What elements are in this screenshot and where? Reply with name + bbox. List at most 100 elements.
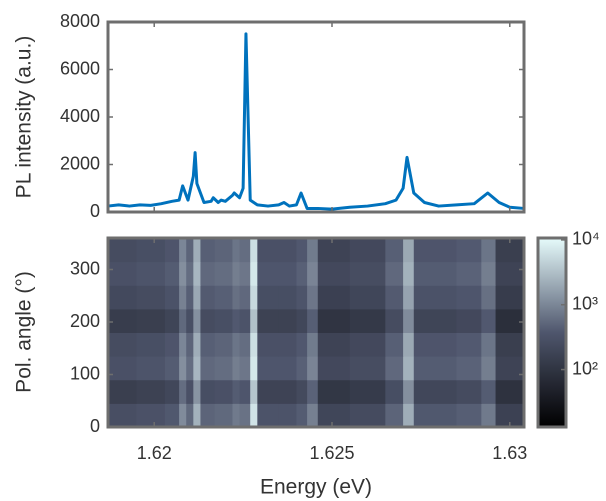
heatmap-cell	[179, 261, 187, 286]
heatmap-cell	[413, 238, 457, 263]
heatmap-cell	[278, 379, 297, 404]
heatmap-cell	[193, 261, 201, 286]
x-axis-label: Energy (eV)	[260, 476, 372, 499]
heatmap-cell	[200, 379, 216, 404]
heatmap-cell	[200, 261, 216, 286]
heatmap-cell	[214, 379, 233, 404]
heatmap-cell	[250, 261, 258, 286]
heatmap-cell	[200, 285, 216, 310]
heatmap-cell	[495, 356, 525, 381]
heatmap-cell	[317, 403, 351, 428]
heatmap-cell	[164, 261, 180, 286]
heatmap-cell	[413, 308, 457, 333]
heatmap-cell	[317, 285, 351, 310]
heatmap-cell	[164, 379, 180, 404]
heatmap-cell	[349, 332, 386, 357]
y-tick-label: 4000	[60, 106, 100, 126]
heatmap-cell	[403, 332, 415, 357]
heatmap-cell	[495, 308, 525, 333]
heatmap-cell	[108, 308, 137, 333]
y-tick-label: 200	[70, 311, 100, 331]
heatmap-cell	[278, 308, 297, 333]
heatmap-cell	[186, 285, 194, 310]
heatmap-cell	[193, 285, 201, 310]
heatmap-cell	[239, 356, 251, 381]
axes-frame	[106, 236, 526, 429]
heatmap-cell	[385, 285, 404, 310]
heatmap-cell	[179, 238, 187, 263]
heatmap-cell	[481, 379, 497, 404]
heatmap-cell	[193, 308, 201, 333]
heatmap-cell	[136, 379, 166, 404]
heatmap-cell	[403, 403, 415, 428]
y-axis-label: PL intensity (a.u.)	[13, 36, 36, 199]
heatmap-cell	[136, 332, 166, 357]
heatmap-cell	[278, 356, 297, 381]
heatmap-cell	[278, 261, 297, 286]
y-tick-label: 2000	[60, 153, 100, 173]
colorbar-tick-label: 10⁴	[572, 229, 600, 249]
heatmap-cell	[193, 238, 201, 263]
heatmap-cell	[179, 403, 187, 428]
heatmap-cell	[403, 379, 415, 404]
heatmap-cell	[214, 285, 233, 310]
heatmap-cell	[296, 238, 308, 263]
heatmap-cell	[456, 308, 482, 333]
heatmap-cell	[179, 356, 187, 381]
heatmap-cell	[164, 332, 180, 357]
heatmap-cell	[349, 403, 386, 428]
heatmap-cell	[108, 285, 137, 310]
heatmap-cell	[257, 238, 280, 263]
heatmap-cell	[481, 356, 497, 381]
heatmap-cell	[307, 356, 319, 381]
heatmap-cell	[193, 379, 201, 404]
x-tick-label: 1.625	[309, 443, 354, 463]
heatmap-cell	[349, 356, 386, 381]
heatmap-cell	[257, 403, 280, 428]
heatmap-cell	[403, 261, 415, 286]
heatmap-cell	[349, 261, 386, 286]
heatmap-cell	[108, 379, 137, 404]
y-tick-label: 300	[70, 258, 100, 278]
heatmap-cell	[495, 379, 525, 404]
heatmap-cell	[186, 308, 194, 333]
heatmap-cell	[481, 285, 497, 310]
heatmap-cell	[296, 403, 308, 428]
heatmap-cell	[278, 238, 297, 263]
heatmap-cell	[481, 238, 497, 263]
heatmap-cell	[136, 403, 166, 428]
heatmap-cell	[307, 332, 319, 357]
heatmap-cell	[250, 308, 258, 333]
heatmap-cell	[239, 261, 251, 286]
heatmap-cell	[257, 285, 280, 310]
colorbar	[538, 238, 566, 427]
heatmap-cell	[179, 285, 187, 310]
heatmap-cell	[349, 238, 386, 263]
heatmap-cell	[456, 379, 482, 404]
heatmap-cell	[385, 356, 404, 381]
heatmap-cell	[385, 238, 404, 263]
heatmap-cell	[385, 308, 404, 333]
heatmap-cell	[232, 285, 241, 310]
heatmap-cell	[239, 285, 251, 310]
heatmap-cell	[186, 379, 194, 404]
heatmap-cell	[186, 403, 194, 428]
heatmap-cell	[232, 403, 241, 428]
heatmap-cell	[200, 356, 216, 381]
heatmap-cell	[136, 261, 166, 286]
heatmap-cell	[214, 332, 233, 357]
heatmap-cell	[481, 403, 497, 428]
heatmap-cell	[186, 261, 194, 286]
heatmap-cell	[456, 403, 482, 428]
heatmap-cell	[239, 403, 251, 428]
heatmap-cell	[186, 332, 194, 357]
x-tick-label: 1.62	[137, 443, 172, 463]
heatmap-cell	[317, 261, 351, 286]
heatmap-cell	[296, 332, 308, 357]
heatmap-cell	[349, 379, 386, 404]
line	[107, 32, 525, 211]
heatmap-cell	[250, 379, 258, 404]
heatmap-cell	[307, 379, 319, 404]
heatmap-cell	[296, 285, 308, 310]
